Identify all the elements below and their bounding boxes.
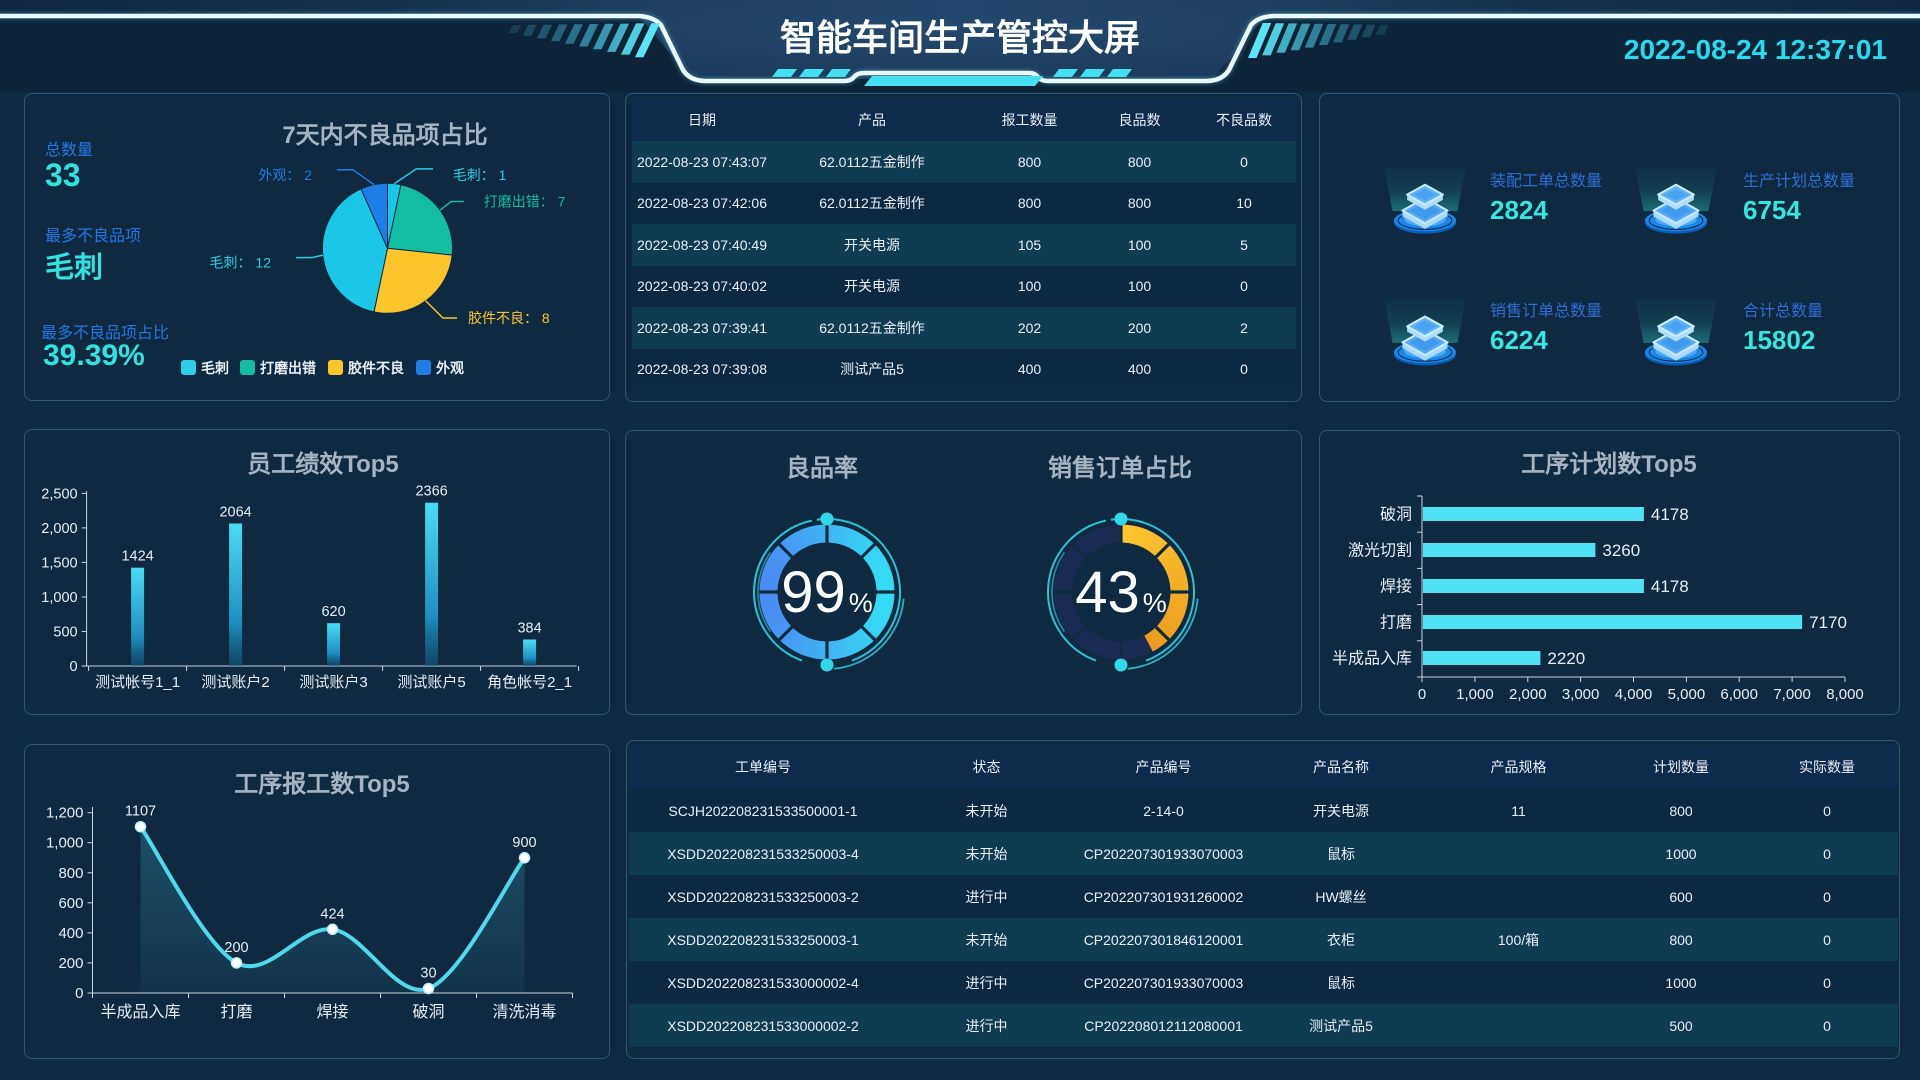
svg-text:打磨出错: 打磨出错 — [260, 360, 316, 376]
svg-text:2366: 2366 — [415, 484, 447, 500]
svg-text:半成品入库: 半成品入库 — [1332, 650, 1412, 668]
svg-text:0: 0 — [1418, 686, 1426, 703]
svg-text:外观： 2: 外观： 2 — [258, 167, 312, 183]
svg-text:2220: 2220 — [1547, 649, 1585, 668]
svg-text:30: 30 — [420, 966, 436, 982]
svg-text:1,500: 1,500 — [41, 555, 77, 571]
svg-text:900: 900 — [512, 835, 536, 851]
svg-text:800: 800 — [58, 865, 83, 882]
svg-text:半成品入库: 半成品入库 — [100, 1003, 180, 1021]
svg-text:500: 500 — [53, 625, 77, 641]
svg-text:2,500: 2,500 — [41, 486, 77, 502]
svg-text:0: 0 — [70, 659, 78, 675]
svg-text:2,000: 2,000 — [41, 521, 77, 537]
svg-text:7170: 7170 — [1809, 613, 1847, 632]
svg-text:外观: 外观 — [436, 360, 464, 376]
svg-text:破洞: 破洞 — [1380, 506, 1412, 524]
svg-text:3,000: 3,000 — [1562, 686, 1600, 703]
svg-text:8,000: 8,000 — [1826, 686, 1864, 703]
svg-text:43%: 43% — [1075, 560, 1167, 625]
svg-text:毛刺: 毛刺 — [201, 360, 229, 376]
svg-text:胶件不良: 胶件不良 — [348, 360, 404, 376]
svg-text:破洞: 破洞 — [412, 1003, 444, 1021]
svg-text:测试账户3: 测试账户3 — [299, 674, 367, 691]
svg-text:毛刺： 12: 毛刺： 12 — [210, 255, 272, 271]
svg-text:384: 384 — [517, 621, 541, 637]
svg-text:打磨出错： 7: 打磨出错： 7 — [484, 194, 566, 210]
svg-text:打磨: 打磨 — [1380, 614, 1412, 632]
svg-text:焊接: 焊接 — [316, 1003, 348, 1021]
svg-text:测试账户5: 测试账户5 — [397, 674, 465, 691]
svg-text:200: 200 — [58, 955, 83, 972]
svg-text:1107: 1107 — [125, 804, 156, 820]
svg-text:99%: 99% — [781, 560, 873, 625]
svg-text:焊接: 焊接 — [1380, 578, 1412, 596]
svg-text:激光切割: 激光切割 — [1348, 542, 1412, 560]
svg-text:2064: 2064 — [219, 505, 251, 521]
svg-text:清洗消毒: 清洗消毒 — [492, 1003, 556, 1021]
svg-text:角色帐号2_1: 角色帐号2_1 — [487, 674, 572, 691]
svg-text:4,000: 4,000 — [1615, 686, 1653, 703]
svg-text:5,000: 5,000 — [1668, 686, 1706, 703]
svg-text:测试帐号1_1: 测试帐号1_1 — [95, 674, 180, 691]
svg-text:1,200: 1,200 — [46, 805, 84, 822]
svg-text:1,000: 1,000 — [1456, 686, 1494, 703]
svg-text:600: 600 — [58, 895, 83, 912]
svg-text:2,000: 2,000 — [1509, 686, 1547, 703]
svg-text:7,000: 7,000 — [1773, 686, 1811, 703]
svg-text:4178: 4178 — [1651, 505, 1689, 524]
svg-text:1424: 1424 — [121, 549, 153, 565]
svg-text:胶件不良： 8: 胶件不良： 8 — [468, 310, 550, 326]
svg-text:4178: 4178 — [1651, 577, 1689, 596]
svg-text:测试账户2: 测试账户2 — [201, 674, 269, 691]
svg-text:毛刺： 1: 毛刺： 1 — [453, 167, 507, 183]
svg-text:400: 400 — [58, 925, 83, 942]
svg-text:6,000: 6,000 — [1720, 686, 1758, 703]
svg-text:424: 424 — [320, 906, 344, 922]
svg-text:1,000: 1,000 — [46, 835, 84, 852]
svg-text:620: 620 — [321, 604, 345, 620]
svg-text:0: 0 — [75, 985, 83, 1002]
svg-text:200: 200 — [224, 940, 248, 956]
svg-text:打磨: 打磨 — [220, 1003, 252, 1021]
svg-text:3260: 3260 — [1602, 541, 1640, 560]
svg-text:1,000: 1,000 — [41, 590, 77, 606]
